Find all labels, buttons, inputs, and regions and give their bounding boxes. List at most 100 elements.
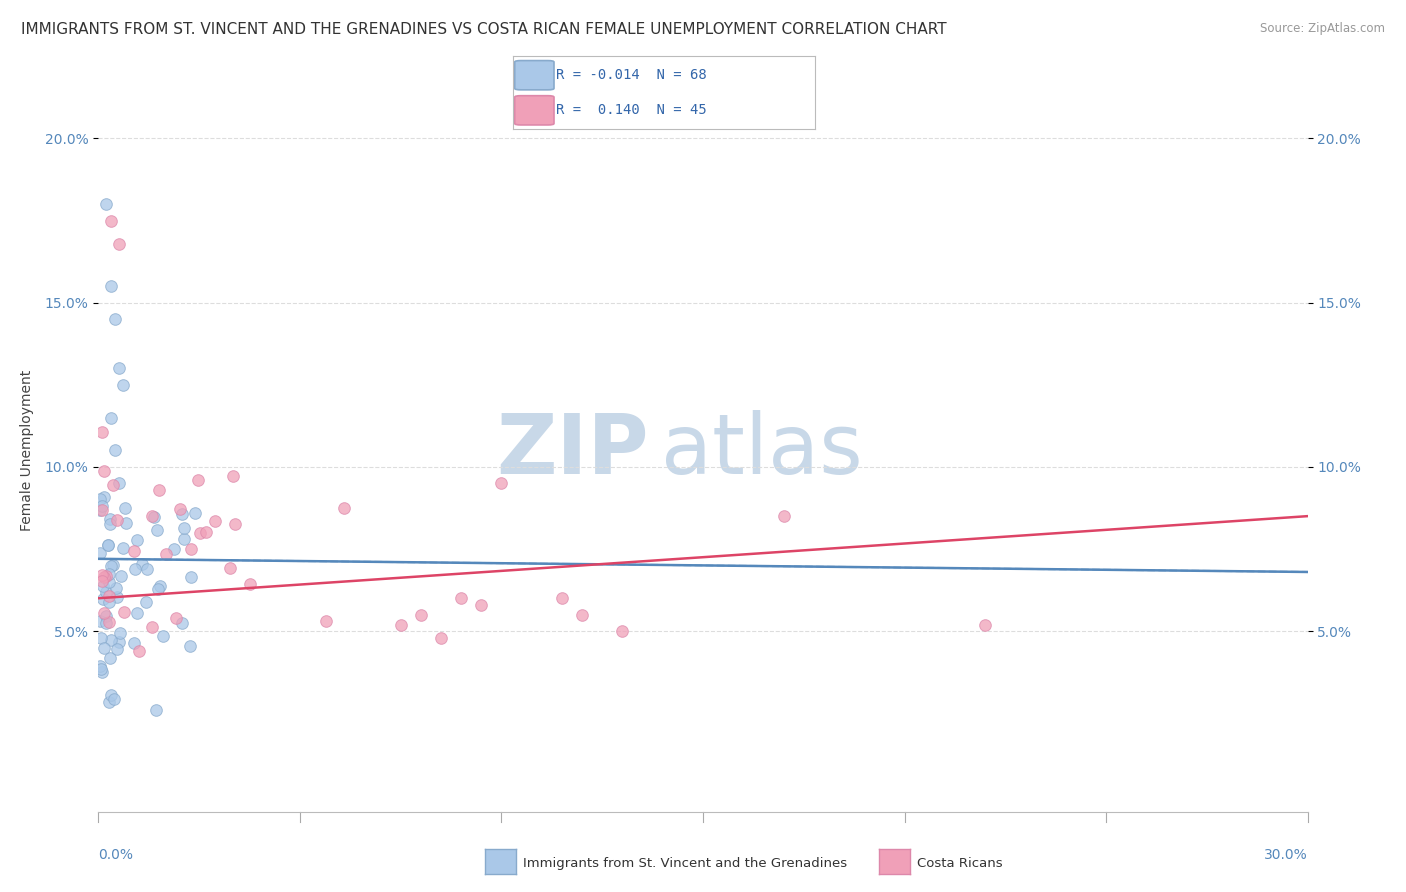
- Point: [135, 595, 157, 609]
- Point: [194, 524, 217, 539]
- Point: [94, 569, 117, 583]
- Text: atlas: atlas: [661, 410, 862, 491]
- Text: R =  0.140  N = 45: R = 0.140 N = 45: [555, 103, 706, 118]
- Point: [93, 490, 115, 504]
- Point: [98, 650, 121, 665]
- Point: [551, 591, 574, 606]
- Point: [183, 506, 205, 520]
- Point: [90, 631, 112, 645]
- Point: [100, 279, 122, 293]
- Point: [148, 483, 170, 497]
- Point: [470, 598, 492, 612]
- Point: [169, 501, 191, 516]
- Point: [91, 499, 114, 513]
- Point: [98, 575, 121, 590]
- Point: [179, 640, 201, 654]
- Point: [180, 541, 202, 556]
- Point: [91, 574, 114, 589]
- Point: [224, 517, 246, 532]
- Point: [141, 620, 163, 634]
- FancyBboxPatch shape: [515, 95, 554, 125]
- Point: [122, 636, 145, 650]
- Text: Costa Ricans: Costa Ricans: [917, 857, 1002, 870]
- Point: [94, 609, 117, 624]
- Point: [333, 500, 356, 515]
- Point: [127, 606, 149, 620]
- Point: [94, 616, 117, 631]
- Point: [105, 642, 128, 657]
- Point: [93, 592, 115, 607]
- Point: [612, 624, 634, 639]
- Point: [409, 607, 432, 622]
- Text: IMMIGRANTS FROM ST. VINCENT AND THE GRENADINES VS COSTA RICAN FEMALE UNEMPLOYMEN: IMMIGRANTS FROM ST. VINCENT AND THE GREN…: [21, 22, 946, 37]
- Point: [107, 476, 129, 491]
- Point: [165, 611, 187, 625]
- Text: 30.0%: 30.0%: [1264, 847, 1308, 862]
- Point: [89, 615, 111, 629]
- Point: [105, 513, 128, 527]
- Point: [146, 582, 169, 596]
- Point: [91, 568, 114, 582]
- Point: [100, 410, 122, 425]
- Point: [96, 197, 118, 211]
- Point: [155, 547, 177, 561]
- Point: [91, 502, 114, 516]
- Point: [97, 566, 120, 581]
- Point: [90, 663, 112, 677]
- Text: Source: ZipAtlas.com: Source: ZipAtlas.com: [1260, 22, 1385, 36]
- Point: [135, 562, 157, 576]
- Point: [107, 236, 129, 251]
- Point: [110, 569, 132, 583]
- Point: [100, 559, 122, 574]
- Point: [107, 361, 129, 376]
- Point: [491, 476, 513, 491]
- Point: [204, 514, 226, 528]
- Point: [128, 643, 150, 657]
- Point: [100, 633, 122, 648]
- Point: [97, 595, 120, 609]
- Point: [103, 692, 125, 706]
- Point: [97, 538, 120, 552]
- Point: [571, 607, 593, 622]
- Point: [100, 213, 122, 227]
- Point: [163, 541, 186, 556]
- Point: [91, 665, 114, 680]
- Point: [111, 377, 134, 392]
- Point: [152, 629, 174, 643]
- Point: [112, 605, 135, 619]
- Point: [114, 516, 136, 530]
- Point: [131, 557, 153, 571]
- Y-axis label: Female Unemployment: Female Unemployment: [20, 370, 34, 531]
- Point: [97, 537, 120, 551]
- Point: [98, 695, 121, 709]
- Point: [94, 585, 117, 599]
- Point: [100, 688, 122, 702]
- Point: [315, 614, 337, 628]
- Point: [143, 509, 166, 524]
- Point: [103, 558, 125, 573]
- Point: [122, 543, 145, 558]
- Point: [101, 478, 124, 492]
- Point: [91, 425, 114, 439]
- Point: [89, 546, 111, 560]
- Point: [108, 635, 131, 649]
- Point: [97, 615, 120, 630]
- Point: [974, 617, 997, 632]
- Point: [239, 577, 262, 591]
- Point: [173, 533, 195, 547]
- Point: [111, 541, 134, 556]
- Text: R = -0.014  N = 68: R = -0.014 N = 68: [555, 68, 706, 82]
- Point: [430, 631, 453, 645]
- Point: [145, 703, 167, 717]
- Point: [772, 509, 794, 524]
- Text: 0.0%: 0.0%: [98, 847, 134, 862]
- Point: [146, 523, 169, 537]
- Point: [105, 581, 128, 595]
- Point: [170, 616, 193, 631]
- Point: [103, 312, 125, 326]
- Point: [450, 591, 472, 606]
- Text: ZIP: ZIP: [496, 410, 648, 491]
- Point: [219, 561, 242, 575]
- Point: [93, 640, 115, 655]
- Point: [389, 617, 412, 632]
